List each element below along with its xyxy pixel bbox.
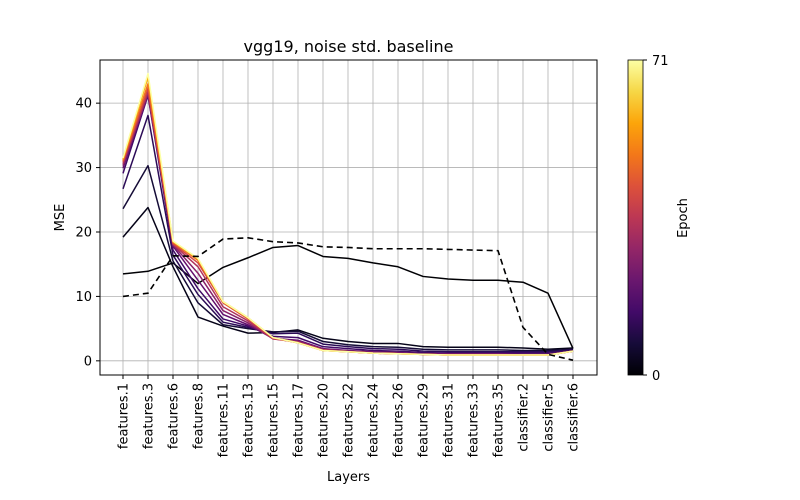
x-tick-label: classifier.5 bbox=[542, 383, 557, 452]
x-tick-label: classifier.2 bbox=[517, 383, 532, 452]
colorbar-gradient bbox=[627, 59, 644, 376]
y-tick-label: 0 bbox=[84, 354, 92, 369]
x-tick-label: classifier.6 bbox=[567, 383, 582, 452]
x-tick-label: features.3 bbox=[142, 383, 157, 449]
y-tick-label: 40 bbox=[75, 97, 92, 112]
y-axis: 0 10 20 30 40 bbox=[75, 97, 100, 369]
grid bbox=[100, 60, 597, 375]
x-tick-label: features.33 bbox=[467, 383, 482, 457]
x-tick-label: features.8 bbox=[192, 383, 207, 449]
colorbar: 71 0 Epoch bbox=[627, 54, 691, 384]
x-tick-label: features.11 bbox=[217, 383, 232, 457]
series-line-epoch-1 bbox=[122, 206, 574, 350]
x-tick-label: features.31 bbox=[442, 383, 457, 457]
colorbar-tick-label-max: 71 bbox=[652, 54, 669, 69]
x-tick-label: features.6 bbox=[167, 383, 182, 449]
x-tick-label: features.22 bbox=[342, 383, 357, 457]
x-tick-label: features.15 bbox=[267, 383, 282, 457]
y-tick-label: 30 bbox=[75, 161, 92, 176]
colorbar-tick-label-min: 0 bbox=[652, 369, 660, 384]
y-tick-label: 10 bbox=[75, 290, 92, 305]
x-tick-label: features.24 bbox=[367, 383, 382, 457]
colorbar-label: Epoch bbox=[676, 198, 691, 238]
x-tick-label: features.26 bbox=[392, 383, 407, 457]
x-tick-label: features.17 bbox=[292, 383, 307, 457]
x-axis: features.1 features.3 features.6 features.8… bbox=[117, 375, 582, 457]
x-tick-label: features.13 bbox=[242, 383, 257, 457]
y-axis-label: MSE bbox=[53, 204, 68, 232]
x-tick-label: features.29 bbox=[417, 383, 432, 457]
series-line-epoch-3 bbox=[122, 164, 574, 352]
y-tick-label: 20 bbox=[75, 225, 92, 240]
x-tick-label: features.20 bbox=[317, 383, 332, 457]
x-tick-label: features.1 bbox=[117, 383, 132, 449]
chart-title: vgg19, noise std. baseline bbox=[244, 37, 454, 56]
x-axis-label: Layers bbox=[327, 470, 370, 485]
x-tick-label: features.35 bbox=[492, 383, 507, 457]
baseline-line bbox=[122, 236, 574, 361]
series-group bbox=[122, 72, 574, 361]
series-line-epoch-0 bbox=[122, 244, 574, 349]
series-line-epoch-6 bbox=[122, 114, 574, 353]
series-line-epoch-71 bbox=[122, 72, 574, 356]
